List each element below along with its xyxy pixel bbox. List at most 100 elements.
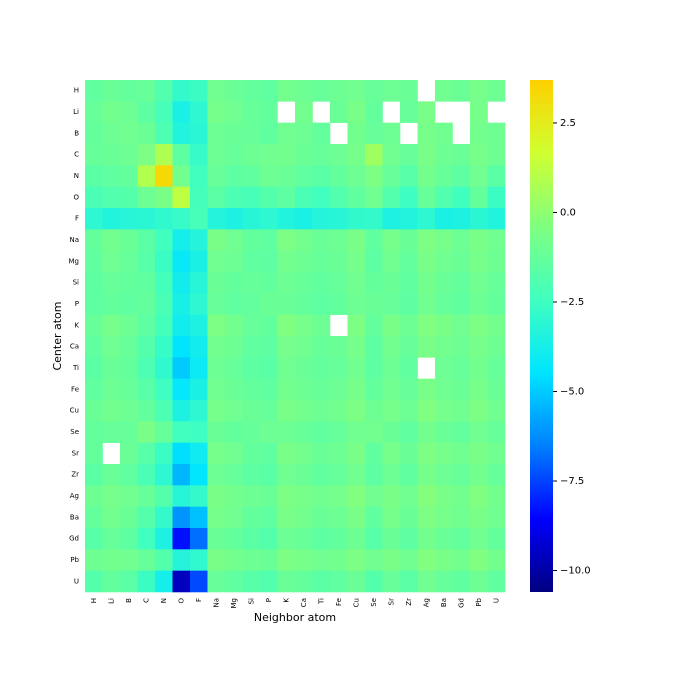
- heatmap-cell: [207, 186, 226, 209]
- heatmap-cell: [172, 144, 191, 166]
- heatmap-cell: [365, 122, 383, 145]
- heatmap-cell: [207, 314, 226, 337]
- heatmap-cell: [400, 357, 418, 379]
- heatmap-cell: [470, 250, 488, 273]
- heatmap-cell: [365, 293, 383, 315]
- heatmap-cell: [330, 421, 348, 443]
- heatmap-cell: [470, 442, 488, 465]
- heatmap-cell: [312, 421, 331, 443]
- heatmap-cell: [312, 442, 331, 465]
- y-tick-label: O: [73, 193, 79, 201]
- heatmap-cell: [155, 570, 173, 593]
- heatmap-cell: [277, 144, 296, 166]
- heatmap-cell: [85, 464, 103, 486]
- heatmap-cell: [312, 272, 331, 294]
- heatmap-cell: [120, 229, 138, 251]
- heatmap-cell: [207, 357, 226, 379]
- heatmap-cell: [260, 570, 278, 593]
- heatmap-cell: [417, 485, 436, 507]
- heatmap-cell: [487, 378, 506, 401]
- heatmap-cell: [102, 378, 121, 401]
- heatmap-cell: [435, 186, 453, 209]
- heatmap-cell: [190, 400, 208, 422]
- heatmap-cell: [470, 400, 488, 422]
- heatmap-cell: [120, 186, 138, 209]
- heatmap-cell: [365, 165, 383, 187]
- heatmap-cell: [102, 528, 121, 550]
- heatmap-cell: [260, 528, 278, 550]
- heatmap-cell: [400, 464, 418, 486]
- heatmap-cell: [137, 272, 156, 294]
- heatmap-cell: [452, 528, 471, 550]
- heatmap-cell: [295, 122, 313, 145]
- heatmap-cell: [312, 549, 331, 571]
- heatmap-cell: [417, 165, 436, 187]
- heatmap-cell: [120, 378, 138, 401]
- heatmap-cell: [400, 314, 418, 337]
- heatmap-cell: [347, 250, 366, 273]
- heatmap-cell: [470, 464, 488, 486]
- heatmap-cell: [120, 165, 138, 187]
- heatmap-cell: [85, 506, 103, 529]
- heatmap-cell: [487, 208, 506, 230]
- heatmap-cell: [155, 208, 173, 230]
- heatmap-cell: [470, 101, 488, 123]
- heatmap-cell: [207, 485, 226, 507]
- heatmap-cell: [85, 229, 103, 251]
- heatmap-cell: [347, 570, 366, 593]
- heatmap-cell: [295, 400, 313, 422]
- heatmap-cell: [242, 400, 261, 422]
- heatmap-cell: [207, 528, 226, 550]
- heatmap-cell: [242, 570, 261, 593]
- heatmap-cell: [172, 80, 191, 102]
- heatmap-cell: [225, 570, 243, 593]
- heatmap-cell: [400, 506, 418, 529]
- heatmap-cell: [312, 528, 331, 550]
- heatmap-cell: [452, 80, 471, 102]
- heatmap-cell: [242, 421, 261, 443]
- heatmap-cell: [260, 549, 278, 571]
- heatmap-cell: [400, 272, 418, 294]
- heatmap-cell: [120, 442, 138, 465]
- heatmap-cell: [277, 421, 296, 443]
- heatmap-cell: [312, 357, 331, 379]
- heatmap-cell: [102, 80, 121, 102]
- heatmap-cell: [137, 229, 156, 251]
- heatmap-cell: [102, 506, 121, 529]
- heatmap-cell: [452, 314, 471, 337]
- heatmap-cell: [277, 485, 296, 507]
- heatmap-cell: [155, 229, 173, 251]
- y-tick-label: Si: [73, 279, 79, 287]
- heatmap-cell: [417, 336, 436, 358]
- heatmap-cell: [190, 122, 208, 145]
- y-tick-label: Ti: [72, 364, 79, 372]
- heatmap-cell: [155, 314, 173, 337]
- heatmap-cell: [260, 208, 278, 230]
- heatmap-cell: [260, 485, 278, 507]
- heatmap-cell: [487, 549, 506, 571]
- heatmap-cell: [330, 400, 348, 422]
- heatmap-cell: [225, 208, 243, 230]
- heatmap-cell: [382, 336, 401, 358]
- heatmap-cell: [102, 250, 121, 273]
- heatmap-cell: [295, 186, 313, 209]
- heatmap-cell: [120, 570, 138, 593]
- heatmap-cell: [452, 293, 471, 315]
- heatmap-cell: [277, 336, 296, 358]
- heatmap-cell: [470, 229, 488, 251]
- heatmap-cell: [330, 293, 348, 315]
- heatmap-cell: [400, 442, 418, 465]
- heatmap-cell: [365, 250, 383, 273]
- heatmap-cell: [137, 442, 156, 465]
- heatmap-cell: [382, 357, 401, 379]
- y-tick-label: Ag: [70, 492, 79, 500]
- heatmap-cell: [102, 122, 121, 145]
- heatmap-cell: [207, 165, 226, 187]
- heatmap-cell: [435, 208, 453, 230]
- heatmap-cell: [347, 336, 366, 358]
- heatmap-cell: [137, 208, 156, 230]
- heatmap-cell: [102, 101, 121, 123]
- heatmap-cell: [260, 400, 278, 422]
- heatmap-cell: [155, 186, 173, 209]
